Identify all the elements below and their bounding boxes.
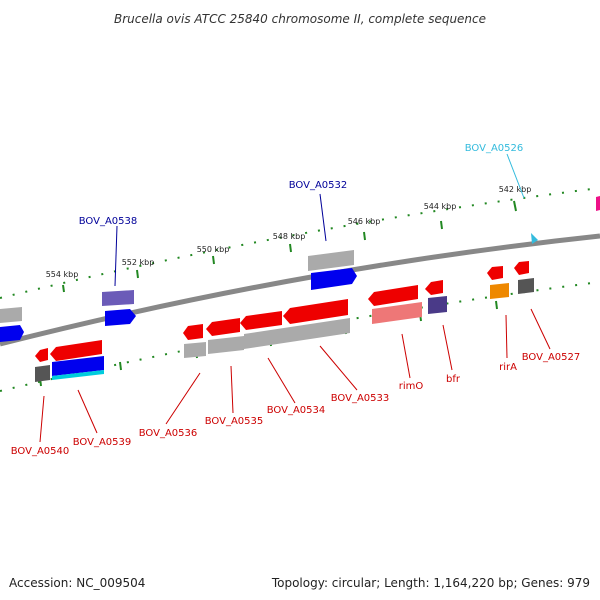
gene-label[interactable]: BOV_A0539: [73, 437, 132, 448]
gene-label[interactable]: BOV_A0538: [79, 216, 138, 227]
gene-feature: [372, 302, 422, 324]
gene-feature: [311, 268, 357, 290]
gene-feature: [184, 342, 206, 358]
map-title: Brucella ovis ATCC 25840 chromosome II, …: [114, 12, 486, 26]
gene-label[interactable]: bfr: [446, 374, 461, 385]
gene-label[interactable]: BOV_A0540: [11, 446, 70, 457]
accession-text: Accession: NC_009504: [9, 576, 146, 590]
gene-label[interactable]: rimO: [399, 381, 424, 392]
tick-label: 544 kbp: [424, 202, 457, 211]
gene-label[interactable]: BOV_A0533: [331, 393, 390, 404]
gene-label[interactable]: BOV_A0536: [139, 428, 198, 439]
chromosome-backbone: [0, 233, 600, 347]
gene-feature: [183, 324, 203, 340]
forward-genes: [0, 196, 600, 342]
gene-label[interactable]: BOV_A0526: [465, 143, 524, 154]
gene-feature: [0, 325, 24, 342]
gene-feature: [531, 233, 538, 244]
tick-label: 554 kbp: [46, 270, 79, 279]
gene-feature: [514, 261, 529, 275]
gene-label[interactable]: BOV_A0535: [205, 416, 264, 427]
leader-lines: [39, 153, 551, 443]
gene-feature: [596, 196, 600, 211]
gene-feature: [425, 280, 443, 295]
gene-feature: [0, 307, 22, 323]
gene-feature: [208, 336, 244, 354]
topology-text: Topology: circular; Length: 1,164,220 bp…: [271, 576, 590, 590]
major-ticks: [62, 200, 517, 293]
gene-feature: [244, 318, 350, 349]
gene-feature: [490, 283, 509, 299]
gene-label[interactable]: BOV_A0527: [522, 352, 581, 363]
tick-label: 542 kbp: [499, 185, 532, 194]
gene-feature: [102, 290, 134, 306]
gene-feature: [52, 370, 104, 380]
gene-label[interactable]: BOV_A0534: [267, 405, 326, 416]
gene-feature: [35, 348, 48, 362]
gene-feature: [52, 356, 104, 376]
gene-feature: [518, 278, 534, 294]
gene-feature: [428, 296, 447, 314]
gene-feature: [35, 365, 50, 382]
tick-label: 552 kbp: [122, 258, 155, 267]
tick-label: 550 kbp: [197, 245, 230, 254]
gene-feature: [105, 309, 136, 326]
reverse-genes: [35, 233, 538, 382]
gene-label[interactable]: BOV_A0532: [289, 180, 348, 191]
gene-feature: [50, 340, 102, 361]
gene-feature: [308, 250, 354, 271]
gene-feature: [368, 285, 418, 306]
tick-label: 546 kbp: [348, 217, 381, 226]
gene-feature: [240, 311, 282, 330]
gene-feature: [283, 299, 348, 324]
gene-feature: [206, 318, 240, 336]
gene-label[interactable]: rirA: [499, 362, 517, 373]
tick-label: 548 kbp: [273, 232, 306, 241]
gene-feature: [487, 266, 503, 280]
